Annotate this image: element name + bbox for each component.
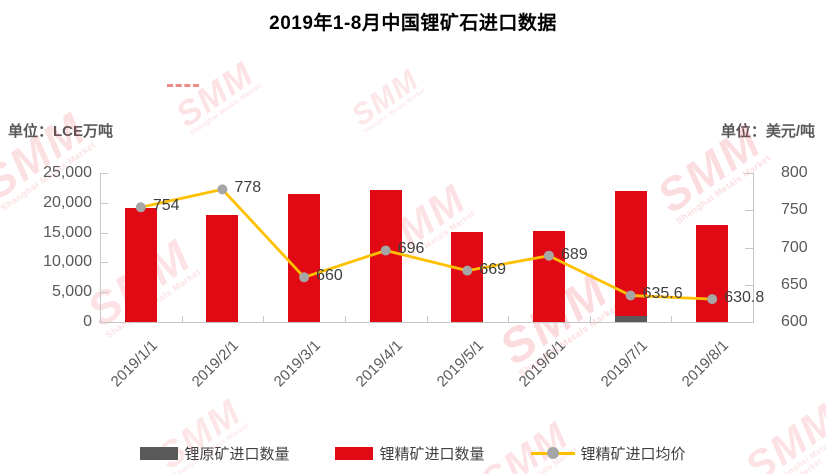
legend: 锂原矿进口数量 锂精矿进口数量 锂精矿进口均价 — [0, 443, 826, 464]
x-axis-boundary-tick — [426, 316, 428, 322]
x-axis-boundary-tick — [263, 316, 265, 322]
x-axis-boundary-tick — [671, 316, 673, 322]
smm-watermark-subtext: Shanghai Metals Market — [362, 86, 427, 135]
price-point-marker — [543, 250, 554, 261]
price-point-marker — [462, 265, 473, 276]
x-axis-boundary-tick — [753, 316, 754, 322]
right-axis-tick — [745, 284, 753, 286]
price-point-marker — [217, 184, 228, 195]
bar-concentrate — [369, 189, 402, 322]
x-axis-boundary-tick — [100, 316, 101, 322]
bar-raw-ore — [614, 316, 647, 322]
right-axis-tick — [745, 247, 753, 249]
bar-concentrate — [288, 193, 321, 322]
x-axis-boundary-tick — [508, 316, 510, 322]
price-data-label: 778 — [234, 179, 262, 197]
price-data-label: 754 — [152, 197, 180, 215]
left-axis-tick — [101, 173, 108, 174]
legend-label-raw-ore: 锂原矿进口数量 — [184, 446, 290, 463]
legend-label-avg-price: 锂精矿进口均价 — [580, 446, 686, 463]
price-point-marker — [625, 290, 636, 301]
x-axis-category-label: 2019/2/1 — [189, 337, 243, 391]
legend-swatch-concentrate — [335, 447, 374, 460]
left-axis-tick-label: 15,000 — [43, 223, 92, 241]
x-axis-category-label: 2019/4/1 — [352, 337, 406, 391]
left-axis-tick-label: 10,000 — [43, 253, 92, 271]
left-axis-tick — [101, 262, 108, 264]
right-axis-tick-label: 650 — [781, 275, 808, 293]
right-axis-tick-label: 800 — [781, 164, 808, 181]
smm-watermark-text: SMM — [168, 53, 261, 135]
right-axis-tick — [745, 322, 753, 323]
price-data-label: 635.6 — [642, 285, 683, 303]
price-line-chart — [135, 184, 718, 305]
left-axis-tick-label: 20,000 — [43, 193, 92, 211]
price-data-label: 689 — [560, 245, 588, 263]
bar-concentrate — [451, 232, 484, 322]
x-axis-category-label: 2019/1/1 — [107, 337, 161, 391]
left-axis-tick — [101, 292, 108, 294]
price-data-label: 669 — [479, 260, 507, 278]
red-dashed-mark — [167, 84, 199, 87]
legend-line-marker-swatch — [530, 447, 575, 460]
price-line — [140, 187, 713, 301]
smm-watermark-subtext: Shanghai Metals Market — [188, 81, 263, 137]
price-point-marker — [135, 202, 146, 213]
right-axis-line — [753, 173, 754, 322]
right-axis-tick-label: 600 — [781, 313, 808, 330]
right-axis-tick — [745, 173, 753, 174]
x-axis-boundary-tick — [589, 316, 591, 322]
price-data-label: 696 — [397, 240, 425, 258]
x-axis-line — [100, 322, 754, 323]
x-axis-boundary-tick — [181, 316, 183, 322]
bar-concentrate — [124, 207, 157, 322]
right-axis-tick-label: 750 — [781, 201, 808, 219]
left-axis-tick — [101, 232, 108, 234]
price-point-marker — [380, 245, 391, 256]
x-axis-category-label: 2019/8/1 — [678, 337, 733, 391]
price-data-label: 630.8 — [724, 289, 765, 307]
legend-swatch-raw-ore — [140, 447, 179, 460]
legend-label-concentrate: 锂精矿进口数量 — [379, 446, 485, 463]
price-data-label: 660 — [316, 267, 343, 285]
left-axis-tick — [101, 202, 108, 204]
right-axis-tick — [745, 210, 753, 212]
left-axis-tick-label: 25,000 — [43, 164, 92, 181]
price-point-marker — [299, 272, 310, 283]
legend-item-raw-ore: 锂原矿进口数量 — [140, 443, 289, 464]
price-point-marker — [707, 294, 718, 305]
legend-item-concentrate: 锂精矿进口数量 — [335, 443, 485, 464]
bar-concentrate — [206, 214, 239, 322]
chart-title: 2019年1-8月中国锂矿石进口数据 — [269, 13, 557, 34]
left-axis-tick-label: 0 — [83, 313, 92, 330]
bar-concentrate — [696, 224, 729, 322]
legend-marker-dot — [546, 447, 559, 459]
left-axis-unit-label: 单位：LCE万吨 — [8, 123, 114, 140]
x-axis-boundary-tick — [344, 316, 346, 322]
right-axis-tick-label: 700 — [781, 238, 808, 256]
x-axis-category-label: 2019/7/1 — [597, 337, 651, 391]
left-axis-tick — [101, 322, 108, 323]
bar-concentrate — [532, 230, 565, 322]
x-axis-category-label: 2019/3/1 — [270, 337, 325, 391]
left-axis-tick-label: 5,000 — [51, 283, 92, 301]
legend-item-avg-price: 锂精矿进口均价 — [530, 443, 686, 464]
left-axis-line — [100, 173, 101, 322]
right-axis-unit-label: 单位：美元/吨 — [720, 123, 815, 140]
smm-watermark-text: SMM — [345, 62, 425, 133]
x-axis-category-label: 2019/5/1 — [434, 337, 488, 391]
x-axis-category-label: 2019/6/1 — [515, 337, 569, 391]
